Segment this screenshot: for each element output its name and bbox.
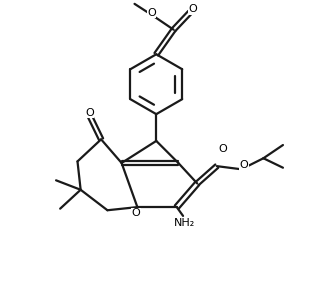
Text: O: O [189, 4, 197, 14]
Text: O: O [219, 144, 227, 154]
Text: O: O [85, 107, 94, 118]
Text: O: O [240, 160, 248, 170]
Text: O: O [147, 8, 156, 18]
Text: O: O [131, 208, 140, 218]
Text: NH₂: NH₂ [174, 218, 195, 228]
